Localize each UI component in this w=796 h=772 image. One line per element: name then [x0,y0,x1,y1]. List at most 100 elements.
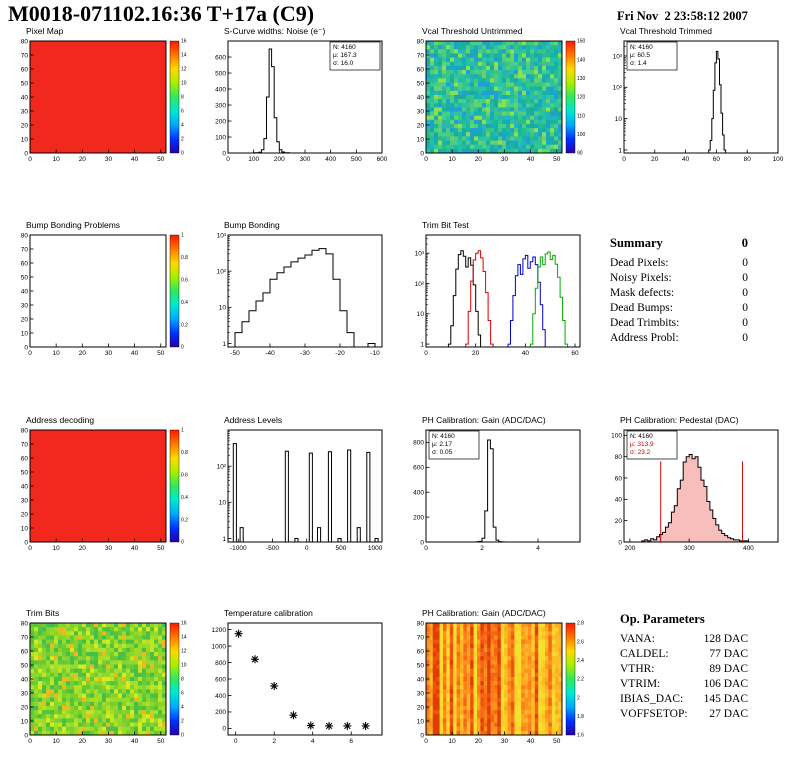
svg-text:600: 600 [215,54,226,61]
op-parameter-value: 145 DAC [703,693,748,705]
svg-text:50: 50 [157,738,165,745]
svg-text:50: 50 [157,156,165,163]
chart-title: Vcal Threshold Untrimmed [422,26,523,36]
chart-title: Bump Bonding [224,220,280,230]
svg-text:μ: 167.3: μ: 167.3 [333,52,357,59]
svg-text:100: 100 [248,156,259,163]
page-title: M0018-071102.16:36 T+17a (C9) [8,1,315,26]
svg-text:0: 0 [424,738,428,745]
svg-text:-20: -20 [335,350,345,357]
svg-text:1: 1 [618,147,622,154]
chart-title: Bump Bonding Problems [26,220,121,230]
svg-text:1000: 1000 [212,643,227,650]
svg-text:20: 20 [472,350,480,357]
svg-text:0.4: 0.4 [181,300,188,306]
pixel-map-heatmap: 0 10 20 30 40 50 0 10 20 30 40 50 60 70 80 16 14 12 10 8 6 4 2… [4,37,200,169]
svg-text:80: 80 [615,454,623,461]
svg-text:800: 800 [215,660,226,667]
svg-text:0: 0 [24,150,28,157]
summary-row: Mask defects: 0 [610,286,748,301]
svg-text:40: 40 [21,94,29,101]
svg-text:10: 10 [181,81,187,87]
svg-text:6: 6 [181,691,184,697]
svg-text:10: 10 [219,500,227,507]
svg-text:0: 0 [24,539,28,546]
svg-text:20: 20 [21,704,29,711]
svg-text:40: 40 [21,483,29,490]
svg-text:10³: 10³ [415,251,425,258]
op-parameter-label: VTHR: [620,663,655,675]
svg-text:-50: -50 [230,350,240,357]
svg-text:14: 14 [181,53,187,59]
op-parameter-row: VTRIM: 106 DAC [620,677,748,692]
svg-text:30: 30 [21,108,29,115]
svg-text:0: 0 [24,344,28,351]
svg-text:30: 30 [417,108,425,115]
op-parameter-row: CALDEL: 77 DAC [620,647,748,662]
summary-value: 0 [742,317,748,329]
svg-text:10: 10 [417,136,425,143]
chart-title: PH Calibration: Gain (ADC/DAC) [422,608,546,618]
op-parameter-row: VTHR: 89 DAC [620,662,748,677]
svg-text:400: 400 [325,156,336,163]
svg-text:200: 200 [413,514,424,521]
svg-text:60: 60 [571,350,579,357]
svg-text:20: 20 [615,518,623,525]
svg-text:300: 300 [215,102,226,109]
svg-text:0: 0 [28,545,32,552]
svg-text:60: 60 [21,260,29,267]
op-parameter-value: 89 DAC [709,663,748,675]
svg-text:110: 110 [577,113,585,119]
svg-text:20: 20 [417,122,425,129]
summary-value: 0 [742,332,748,344]
summary-row: Address Probl: 0 [610,331,748,346]
op-parameter-label: VOFFSETOP: [620,708,688,720]
svg-text:0.4: 0.4 [181,495,188,501]
svg-text:200: 200 [624,545,635,552]
chart-title: S-Curve widths: Noise (e⁻) [224,26,326,36]
svg-text:600: 600 [413,465,424,472]
svg-text:10: 10 [449,156,457,163]
svg-text:80: 80 [417,38,425,45]
svg-text:0: 0 [24,732,28,739]
op-parameter-row: VOFFSETOP: 27 DAC [620,707,748,722]
svg-text:16: 16 [181,39,187,45]
op-parameter-label: IBIAS_DAC: [620,693,684,705]
svg-text:10: 10 [53,738,61,745]
panel-ph-gain-map: PH Calibration: Gain (ADC/DAC) 0 10 20 30 40… [400,608,596,751]
svg-text:200: 200 [215,118,226,125]
svg-text:10²: 10² [415,281,425,288]
op-parameters-heading: Op. Parameters [620,612,705,626]
svg-text:2: 2 [181,137,184,143]
svg-text:60: 60 [713,156,721,163]
summary-label: Dead Pixels: [610,257,669,269]
svg-text:400: 400 [215,86,226,93]
svg-text:0: 0 [28,738,32,745]
trim-bits-heatmap: 0 10 20 30 40 50 0 10 20 30 40 50 60 70 80 16 14 12 10 8 6 4 2… [4,619,200,751]
svg-text:1: 1 [222,536,226,543]
svg-text:10: 10 [181,663,187,669]
svg-text:10: 10 [417,718,425,725]
svg-text:30: 30 [501,738,509,745]
vcal-trimmed-histogram: 0 20 40 60 80 100 1 10 10² 10³ N: 4160 μ: 60.5 σ: 1.… [598,37,794,169]
svg-text:40: 40 [527,738,535,745]
svg-text:500: 500 [336,545,347,552]
svg-text:μ: 2.17: μ: 2.17 [432,441,452,448]
svg-text:100: 100 [577,132,586,138]
svg-text:20: 20 [79,545,87,552]
op-parameter-row: VANA: 128 DAC [620,632,748,647]
svg-text:0.8: 0.8 [181,255,188,261]
svg-text:80: 80 [21,38,29,45]
svg-text:30: 30 [105,350,113,357]
svg-text:40: 40 [615,497,623,504]
panel-ph-gain-hist: PH Calibration: Gain (ADC/DAC) 0 2 4 0 200 40… [400,415,596,558]
svg-text:40: 40 [21,288,29,295]
svg-text:2: 2 [181,719,184,725]
svg-text:10: 10 [21,330,29,337]
svg-text:70: 70 [21,634,29,641]
svg-text:50: 50 [21,662,29,669]
svg-text:σ: 1.4: σ: 1.4 [630,60,647,67]
svg-text:2.4: 2.4 [577,658,584,664]
svg-text:1: 1 [181,233,184,239]
svg-text:60: 60 [417,648,425,655]
